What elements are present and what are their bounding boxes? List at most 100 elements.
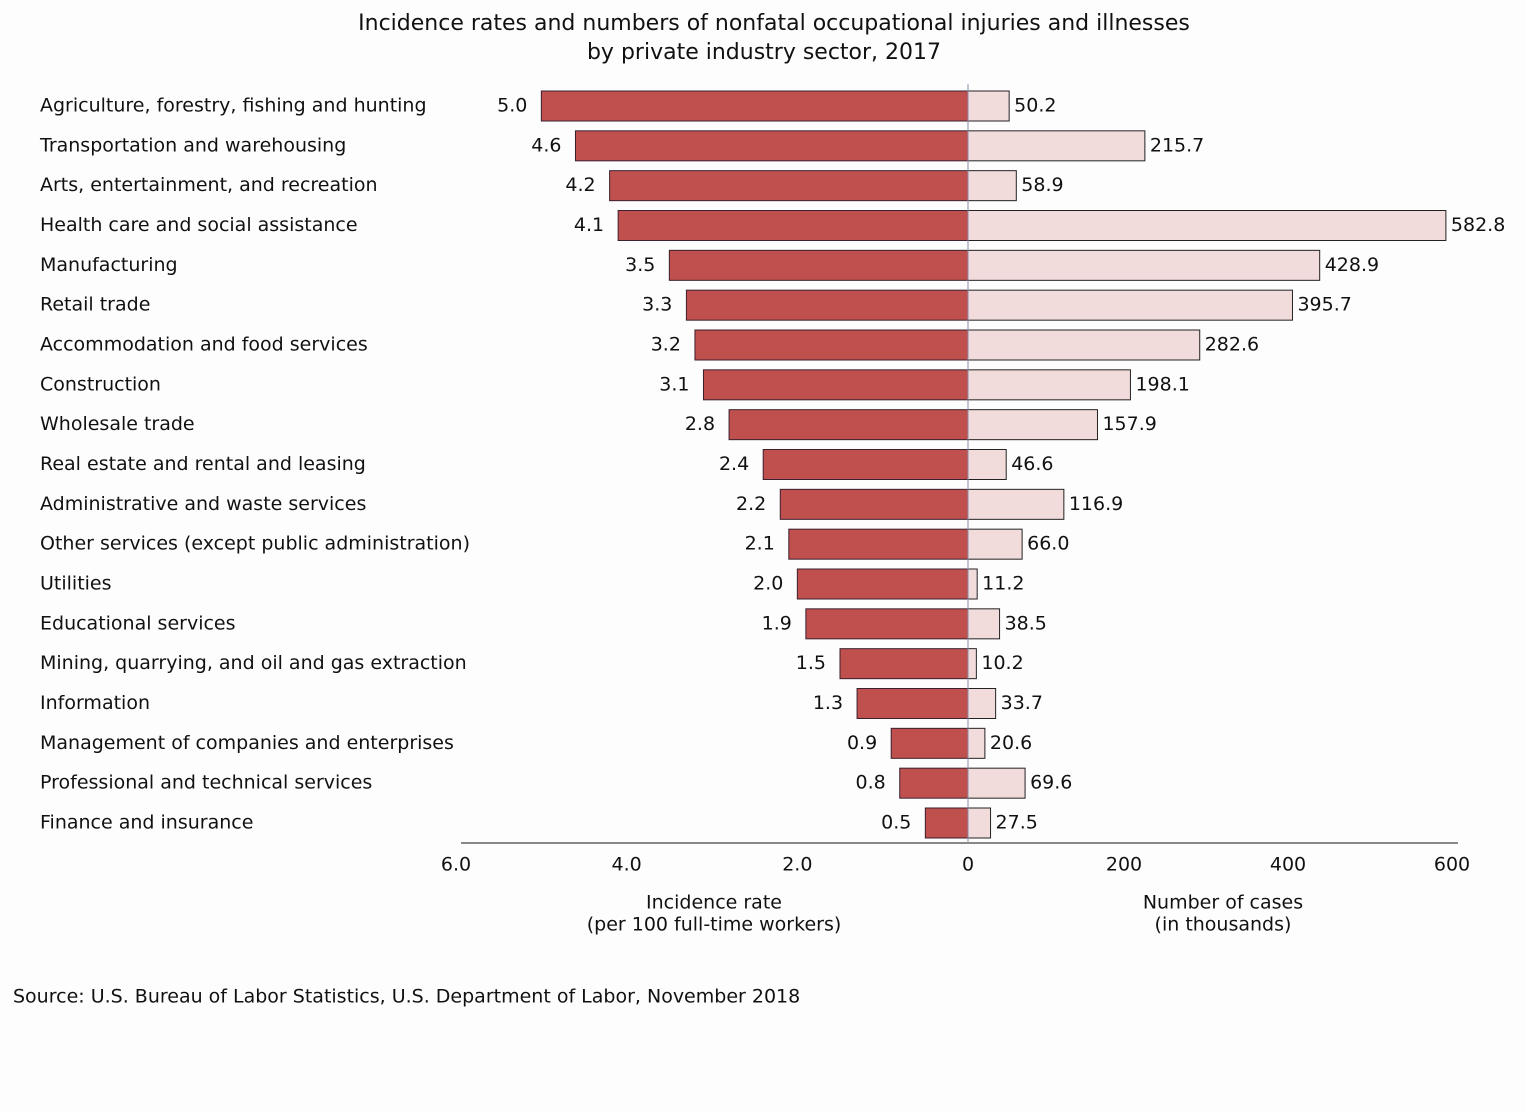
x-tick-label: 6.0 — [441, 854, 471, 876]
x2-tick-label: 200 — [1106, 854, 1142, 876]
bar — [617, 210, 969, 241]
x2-axis-label: Number of cases — [1143, 892, 1303, 914]
bar — [779, 488, 969, 520]
value-label: 3.3 — [642, 294, 672, 316]
bar — [728, 409, 969, 441]
bar — [668, 249, 969, 281]
value-label: 198.1 — [1135, 373, 1189, 395]
bar — [967, 170, 1017, 202]
bar — [967, 289, 1293, 321]
value-label: 3.2 — [651, 334, 681, 356]
value-label: 10.2 — [981, 652, 1023, 674]
x-tick-label: 0 — [962, 854, 974, 876]
bar — [702, 369, 969, 401]
bar — [967, 608, 1001, 640]
bar — [967, 329, 1201, 361]
bar — [574, 130, 969, 162]
value-label: 2.0 — [753, 573, 783, 595]
bar — [967, 130, 1146, 162]
bar — [967, 409, 1098, 441]
bar — [788, 528, 969, 560]
x-tick-label: 4.0 — [612, 854, 642, 876]
value-label: 2.8 — [685, 413, 715, 435]
category-label: Mining, quarrying, and oil and gas extra… — [40, 652, 467, 674]
category-label: Arts, entertainment, and recreation — [40, 174, 378, 196]
value-label: 4.1 — [574, 214, 604, 236]
bar — [796, 568, 969, 600]
value-label: 0.5 — [881, 812, 911, 834]
source-note: Source: U.S. Bureau of Labor Statistics,… — [13, 986, 800, 1008]
value-label: 428.9 — [1325, 254, 1379, 276]
bar — [967, 449, 1007, 480]
category-label: Professional and technical services — [40, 772, 372, 794]
bar — [890, 727, 969, 759]
category-label: Manufacturing — [40, 254, 178, 276]
bar — [856, 688, 969, 719]
bar — [967, 767, 1026, 799]
value-label: 157.9 — [1102, 413, 1156, 435]
value-label: 1.3 — [813, 692, 843, 714]
value-label: 3.5 — [625, 254, 655, 276]
value-label: 27.5 — [996, 812, 1038, 834]
value-label: 215.7 — [1150, 134, 1204, 156]
value-label: 58.9 — [1021, 174, 1063, 196]
category-label: Utilities — [40, 573, 112, 595]
value-label: 50.2 — [1014, 95, 1056, 117]
value-label: 116.9 — [1069, 493, 1123, 515]
bar — [694, 329, 969, 361]
x-tick-label: 2.0 — [782, 854, 812, 876]
category-label: Information — [40, 692, 150, 714]
x2-axis-label: (in thousands) — [1155, 914, 1292, 936]
bar — [609, 170, 969, 202]
bar — [967, 249, 1321, 281]
value-label: 2.4 — [719, 453, 749, 475]
value-label: 69.6 — [1030, 772, 1072, 794]
bar — [967, 90, 1010, 122]
category-label: Real estate and rental and leasing — [40, 453, 366, 475]
category-label: Retail trade — [40, 294, 150, 316]
bar — [899, 767, 969, 799]
value-label: 66.0 — [1027, 533, 1069, 555]
category-label: Agriculture, forestry, fishing and hunti… — [40, 95, 427, 117]
value-label: 0.9 — [847, 732, 877, 754]
value-label: 11.2 — [982, 573, 1024, 595]
value-label: 1.5 — [796, 652, 826, 674]
x2-tick-label: 600 — [1434, 854, 1470, 876]
value-label: 4.2 — [565, 174, 595, 196]
x2-tick-label: 400 — [1270, 854, 1306, 876]
x-axis-label: (per 100 full-time workers) — [587, 914, 842, 936]
category-label: Management of companies and enterprises — [40, 732, 454, 754]
bar — [762, 449, 969, 480]
value-label: 0.8 — [856, 772, 886, 794]
value-label: 582.8 — [1451, 214, 1505, 236]
bar — [967, 488, 1065, 520]
value-label: 2.1 — [745, 533, 775, 555]
value-label: 3.1 — [659, 373, 689, 395]
bar — [967, 369, 1131, 401]
category-label: Construction — [40, 373, 161, 395]
value-label: 2.2 — [736, 493, 766, 515]
bar — [967, 648, 977, 680]
value-label: 395.7 — [1297, 294, 1351, 316]
chart-title: by private industry sector, 2017 — [587, 40, 941, 65]
bar — [967, 688, 997, 719]
x-axis-label: Incidence rate — [646, 892, 782, 914]
bar — [967, 727, 986, 759]
bar — [967, 807, 992, 839]
value-label: 20.6 — [990, 732, 1032, 754]
bar — [967, 528, 1023, 560]
value-label: 33.7 — [1001, 692, 1043, 714]
bar — [967, 568, 978, 600]
value-label: 1.9 — [762, 612, 792, 634]
chart-title: Incidence rates and numbers of nonfatal … — [358, 11, 1190, 36]
bar — [540, 90, 969, 122]
bar — [967, 210, 1447, 241]
bar — [685, 289, 969, 321]
value-label: 282.6 — [1205, 334, 1259, 356]
category-label: Health care and social assistance — [40, 214, 358, 236]
bar — [924, 807, 969, 839]
bar — [805, 608, 969, 640]
value-label: 38.5 — [1005, 612, 1047, 634]
